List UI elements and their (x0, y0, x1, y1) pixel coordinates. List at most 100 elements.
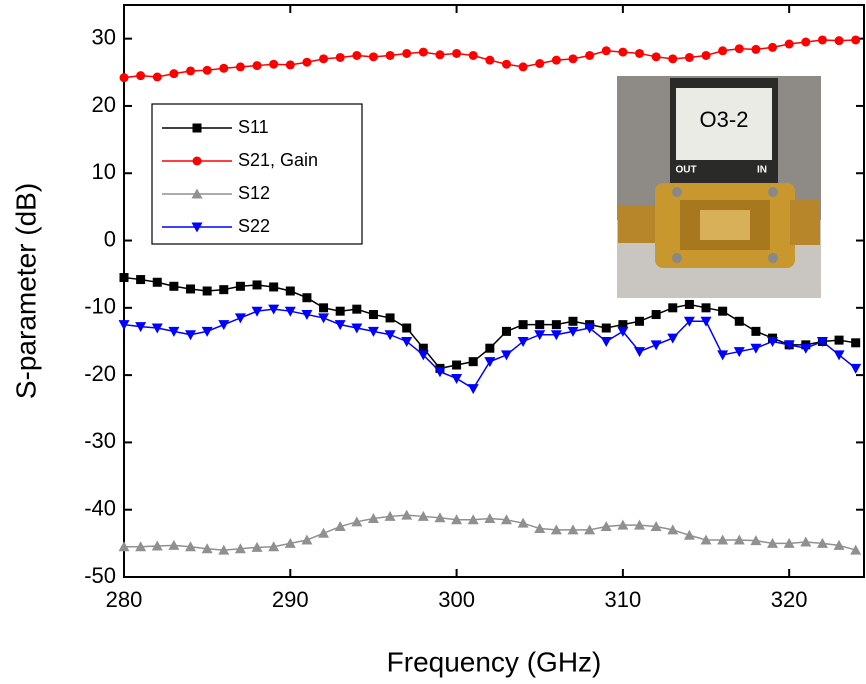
marker (767, 537, 779, 548)
marker (352, 50, 362, 60)
marker (751, 326, 761, 336)
marker (402, 323, 412, 333)
marker (452, 48, 462, 58)
marker (136, 275, 146, 285)
marker (635, 316, 645, 326)
marker (219, 285, 229, 295)
y-tick-label: -40 (84, 496, 116, 521)
inset-in: IN (757, 165, 767, 176)
marker (584, 323, 596, 334)
marker (284, 306, 296, 317)
legend-label: S21, Gain (238, 150, 318, 170)
marker (119, 73, 129, 83)
marker (468, 357, 478, 367)
marker (234, 313, 246, 324)
marker (733, 534, 745, 545)
marker (335, 306, 345, 316)
x-tick-label: 310 (605, 587, 642, 612)
marker (268, 304, 280, 315)
marker (335, 52, 345, 62)
marker (833, 350, 845, 361)
x-tick-label: 320 (771, 587, 808, 612)
legend-label: S11 (238, 117, 269, 137)
marker (567, 326, 579, 337)
marker (850, 363, 862, 374)
inset-label: O3-2 (700, 107, 749, 132)
plot-frame (123, 4, 865, 578)
marker (351, 323, 363, 334)
marker (667, 524, 679, 535)
legend-label: S12 (238, 183, 270, 203)
marker (500, 350, 512, 361)
legend-marker (191, 222, 203, 233)
marker (185, 330, 197, 341)
marker (634, 519, 646, 530)
marker (168, 326, 180, 337)
marker (834, 36, 844, 46)
marker (600, 336, 612, 347)
marker (617, 519, 629, 530)
inset-out: OUT (675, 165, 696, 176)
marker (651, 52, 661, 62)
marker (418, 343, 428, 353)
marker (635, 48, 645, 58)
marker (352, 304, 362, 314)
marker (800, 343, 812, 354)
marker (651, 310, 661, 320)
marker (585, 50, 595, 60)
marker (834, 335, 844, 345)
y-tick-label: -50 (84, 563, 116, 588)
marker (668, 54, 678, 64)
x-tick-label: 290 (272, 587, 309, 612)
marker (485, 55, 495, 65)
marker (235, 281, 245, 291)
marker (684, 299, 694, 309)
marker (534, 523, 546, 534)
marker (801, 37, 811, 47)
marker (269, 282, 279, 292)
marker (417, 350, 429, 361)
marker (601, 323, 611, 333)
y-axis-title: S-parameter (dB) (10, 183, 41, 399)
marker (817, 35, 827, 45)
marker (783, 340, 795, 351)
marker (218, 544, 230, 555)
marker (500, 514, 512, 525)
marker (468, 50, 478, 60)
marker (518, 62, 528, 72)
y-tick-label: 10 (92, 159, 116, 184)
marker (119, 273, 129, 283)
marker (401, 336, 413, 347)
marker (402, 48, 412, 58)
marker (384, 330, 396, 341)
marker (568, 316, 578, 326)
legend-marker (191, 188, 203, 199)
y-tick-label: 0 (104, 226, 116, 251)
marker (319, 54, 329, 64)
marker (535, 320, 545, 330)
marker (467, 514, 479, 525)
marker (784, 39, 794, 49)
marker (169, 281, 179, 291)
marker (219, 63, 229, 73)
marker (118, 320, 130, 331)
marker (252, 61, 262, 71)
marker (618, 47, 628, 57)
marker (118, 541, 130, 552)
marker (567, 524, 579, 535)
marker (851, 338, 861, 348)
x-tick-label: 300 (438, 587, 475, 612)
marker (768, 42, 778, 52)
marker (434, 512, 446, 523)
marker (334, 521, 346, 532)
marker (517, 517, 529, 528)
marker (767, 336, 779, 347)
marker (551, 55, 561, 65)
marker (550, 524, 562, 535)
marker (301, 310, 313, 321)
marker (251, 306, 263, 317)
x-tick-label: 280 (106, 587, 143, 612)
marker (584, 524, 596, 535)
y-tick-label: 20 (92, 92, 116, 117)
